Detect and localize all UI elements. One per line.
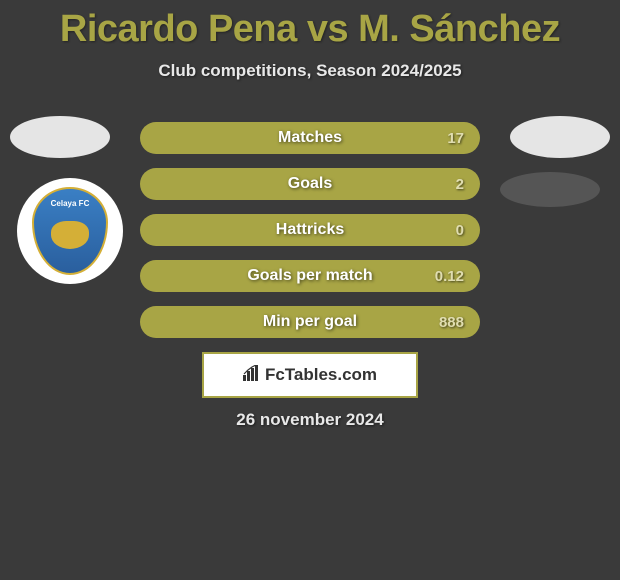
stat-label: Hattricks (276, 221, 344, 239)
date-label: 26 november 2024 (0, 410, 620, 430)
player-right-avatar (510, 116, 610, 158)
brand-box[interactable]: FcTables.com (202, 352, 418, 398)
subtitle: Club competitions, Season 2024/2025 (0, 61, 620, 81)
player-right-club-badge (500, 172, 600, 207)
stat-value: 888 (439, 314, 464, 331)
stat-label: Goals (288, 175, 332, 193)
chart-icon (243, 365, 261, 386)
page-title: Ricardo Pena vs M. Sánchez (0, 0, 620, 51)
stat-label: Goals per match (247, 267, 372, 285)
stat-value: 2 (456, 176, 464, 193)
stat-row: Goals 2 (140, 168, 480, 200)
stat-row: Min per goal 888 (140, 306, 480, 338)
stat-row: Matches 17 (140, 122, 480, 154)
shield-icon: Celaya FC (32, 187, 108, 275)
stat-value: 17 (447, 130, 464, 147)
stat-label: Matches (278, 129, 342, 147)
stat-value: 0.12 (435, 268, 464, 285)
club-name-label: Celaya FC (51, 199, 90, 208)
stat-row: Hattricks 0 (140, 214, 480, 246)
player-left-club-badge: Celaya FC (17, 178, 123, 284)
stat-value: 0 (456, 222, 464, 239)
brand-label: FcTables.com (265, 365, 377, 385)
player-left-avatar (10, 116, 110, 158)
stat-row: Goals per match 0.12 (140, 260, 480, 292)
bull-icon (51, 221, 89, 249)
stats-bars: Matches 17 Goals 2 Hattricks 0 Goals per… (140, 122, 480, 352)
stat-label: Min per goal (263, 313, 357, 331)
